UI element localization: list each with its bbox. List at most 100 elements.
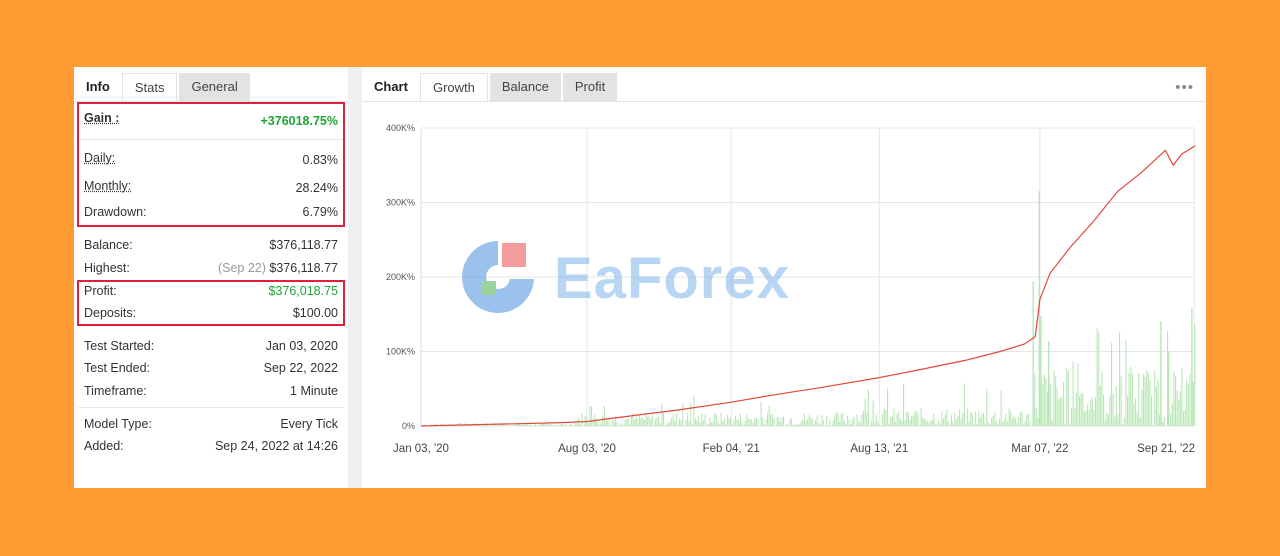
volume-bar: [901, 420, 903, 426]
volume-bar: [688, 420, 690, 426]
timeframe-value: 1 Minute: [290, 384, 338, 398]
volume-bar: [1151, 395, 1153, 426]
volume-bar: [779, 421, 781, 426]
volume-bar: [773, 418, 775, 426]
volume-bar: [696, 421, 698, 426]
volume-bar: [472, 425, 474, 426]
daily-label[interactable]: Daily:: [84, 151, 116, 165]
volume-bar: [520, 425, 522, 426]
volume-bar: [549, 424, 551, 426]
volume-bar: [600, 422, 602, 426]
volume-bar: [695, 418, 697, 426]
volume-bar: [981, 413, 983, 426]
volume-bar: [632, 413, 634, 426]
volume-bar: [770, 414, 772, 426]
volume-bar: [488, 424, 490, 426]
volume-bar: [1080, 393, 1082, 426]
gain-label[interactable]: Gain :: [84, 111, 120, 125]
volume-bar: [535, 423, 537, 426]
growth-line: [420, 145, 1196, 427]
volume-bar: [687, 413, 689, 426]
volume-bar: [837, 412, 839, 426]
volume-bar: [832, 419, 834, 426]
volume-bar: [906, 411, 908, 426]
volume-bar: [899, 419, 901, 426]
volume-bar: [1127, 396, 1129, 426]
volume-bar: [1146, 369, 1148, 426]
tab-stats[interactable]: Stats: [121, 73, 178, 101]
volume-bar: [1152, 425, 1154, 426]
volume-bar: [1135, 398, 1137, 426]
volume-bar: [914, 411, 916, 426]
volume-bar: [1125, 340, 1127, 426]
volume-bar: [1096, 328, 1098, 426]
volume-bar: [727, 414, 729, 426]
volume-bar: [995, 420, 997, 426]
more-dots-icon[interactable]: •••: [1175, 79, 1194, 96]
volume-bar: [989, 423, 991, 426]
volume-bar: [667, 422, 669, 426]
volume-bar: [1045, 378, 1047, 426]
volume-bar: [859, 421, 861, 426]
volume-bar: [712, 421, 714, 426]
volume-bar: [482, 425, 484, 426]
volume-bar: [1183, 411, 1185, 426]
tab-general[interactable]: General: [179, 73, 250, 101]
volume-bar: [1115, 386, 1117, 426]
monthly-label[interactable]: Monthly:: [84, 179, 132, 193]
volume-bar: [933, 413, 935, 426]
volume-bar: [991, 418, 993, 426]
volume-bar: [656, 416, 658, 426]
volume-bar: [951, 414, 953, 426]
volume-bar: [871, 420, 873, 426]
volume-bar: [496, 424, 498, 426]
volume-bar: [1120, 376, 1122, 426]
volume-bar: [589, 405, 591, 426]
volume-bar: [682, 403, 684, 426]
info-tabs: Info Stats General: [74, 73, 250, 101]
volume-bar: [1013, 415, 1015, 426]
volume-bar: [728, 418, 730, 426]
volume-bar: [635, 413, 637, 426]
volume-bar: [762, 417, 764, 426]
volume-bar: [1167, 351, 1170, 426]
x-tick-label: Feb 04, '21: [703, 443, 760, 455]
volume-bar: [722, 421, 724, 426]
volume-bar: [1101, 371, 1103, 426]
volume-bar: [523, 424, 525, 426]
volume-bar: [1093, 409, 1095, 426]
tab-balance[interactable]: Balance: [489, 73, 561, 101]
volume-bar: [903, 383, 905, 426]
profit-value: $376,018.75: [268, 284, 338, 298]
volume-bar: [861, 414, 863, 426]
volume-bar: [1000, 390, 1002, 426]
tab-chart[interactable]: Chart: [374, 79, 408, 94]
volume-bar: [423, 424, 425, 426]
volume-bar: [1098, 332, 1100, 426]
volume-bar: [1032, 281, 1034, 426]
volume-bar: [874, 421, 876, 426]
volume-bar: [781, 417, 783, 426]
x-tick-label: Sep 21, '22: [1137, 443, 1195, 455]
volume-bar: [1104, 419, 1106, 426]
volume-bar: [890, 416, 892, 426]
volume-bar: [559, 424, 561, 426]
volume-bar: [829, 419, 831, 426]
tab-info[interactable]: Info: [86, 79, 110, 94]
volume-bar: [794, 424, 796, 426]
volume-bar: [803, 413, 805, 426]
volume-bar: [885, 410, 887, 426]
volume-bar: [976, 423, 978, 426]
tab-growth[interactable]: Growth: [419, 73, 488, 101]
volume-bar: [666, 423, 668, 426]
volume-bar: [1061, 397, 1063, 426]
volume-bar: [613, 421, 615, 426]
volume-bar: [904, 420, 906, 426]
volume-bar: [1026, 414, 1028, 426]
volume-bar: [1186, 379, 1188, 426]
volume-bar: [618, 424, 620, 426]
volume-bar: [1003, 419, 1005, 426]
info-panel: Info Stats General Gain : +376018.75% Da…: [74, 67, 348, 488]
volume-bar: [883, 408, 885, 426]
tab-profit[interactable]: Profit: [562, 73, 618, 101]
